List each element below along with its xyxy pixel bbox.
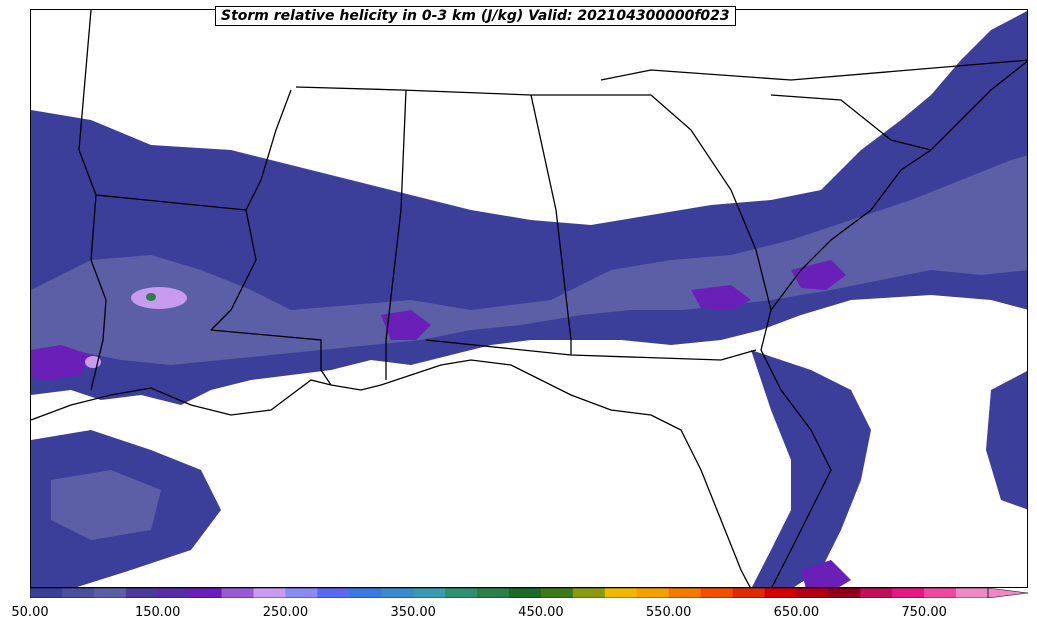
colorbar-segment	[924, 588, 957, 598]
colorbar-segment	[93, 588, 127, 598]
colorbar-segment	[860, 588, 893, 598]
colorbar-segment	[30, 588, 63, 598]
colorbar-tick-label: 650.00	[773, 605, 820, 620]
helicity-region-high-1	[31, 345, 91, 380]
colorbar-segment	[349, 588, 382, 598]
atlantic-coastline	[760, 60, 1027, 587]
state-line-ar-west	[210, 209, 257, 331]
helicity-peak-1	[131, 287, 187, 309]
colorbar-segment	[317, 588, 350, 598]
colorbar-segment	[668, 588, 702, 598]
colorbar-tick-label: 750.00	[901, 605, 947, 620]
helicity-region-mid-band	[31, 155, 1027, 365]
colorbar-tick-label: 550.00	[645, 605, 692, 620]
colorbar-tick-label: 450.00	[518, 605, 564, 620]
state-line-tx-ok	[78, 10, 247, 211]
colorbar-segment	[253, 588, 286, 598]
state-line-nc-sc	[770, 94, 932, 151]
colorbar-tick-label: 350.00	[390, 605, 436, 620]
state-line-ms-al	[385, 89, 407, 380]
colorbar-segment	[764, 588, 797, 598]
map-panel	[30, 9, 1028, 588]
colorbar-segment	[700, 588, 734, 598]
colorbar-segment	[125, 588, 159, 598]
colorbar-segment	[157, 588, 191, 598]
colorbar-segment	[381, 588, 414, 598]
helicity-map	[31, 10, 1027, 587]
boundary-layer	[31, 10, 1027, 587]
colorbar-segment	[604, 588, 638, 598]
helicity-region-keys	[801, 560, 851, 587]
helicity-region-florida	[751, 350, 871, 587]
colorbar-segment	[285, 588, 318, 598]
colorbar-segment	[892, 588, 925, 598]
helicity-region-high-4	[791, 260, 846, 290]
colorbar-segment	[828, 588, 861, 598]
colorbar-segment	[221, 588, 255, 598]
helicity-region-high-3	[691, 285, 751, 310]
colorbar-border	[30, 588, 989, 598]
colorbar-segment	[796, 588, 829, 598]
state-line-ga-sc	[650, 94, 772, 311]
state-line-fl-north	[425, 339, 757, 361]
state-line-la-ms	[210, 329, 332, 386]
colorbar-segment	[477, 588, 510, 598]
state-line-tx-la	[90, 194, 107, 391]
colorbar-segment	[540, 588, 574, 598]
state-line-nc-va	[600, 59, 1027, 81]
gulf-coastline	[31, 359, 751, 587]
state-line-ms-river	[245, 89, 292, 211]
colorbar-tick-label: 50.00	[11, 605, 49, 620]
colorbar-segment	[956, 588, 989, 598]
colorbar-tick-label: 150.00	[134, 605, 181, 620]
helicity-fill-layer	[31, 11, 1027, 587]
helicity-region-high-2	[381, 310, 431, 340]
colorbar-segment	[572, 588, 606, 598]
helicity-max-1	[146, 293, 156, 301]
colorbar-segment	[509, 588, 542, 598]
colorbar-extend-arrow	[987, 588, 1028, 598]
colorbar-segment	[413, 588, 446, 598]
colorbar-segment	[189, 588, 223, 598]
helicity-region-gulf-mid	[51, 470, 161, 540]
colorbar-segment	[445, 588, 478, 598]
map-title: Storm relative helicity in 0-3 km (J/kg)…	[215, 6, 736, 26]
colorbar-segment	[636, 588, 670, 598]
helicity-region-atlantic	[986, 371, 1027, 510]
colorbar-tick-label: 250.00	[262, 605, 309, 620]
colorbar-segment	[732, 588, 765, 598]
colorbar	[30, 588, 1028, 598]
colorbar-segment	[61, 588, 95, 598]
state-line-al-ga	[530, 94, 572, 355]
state-line-tn-north	[295, 86, 651, 96]
